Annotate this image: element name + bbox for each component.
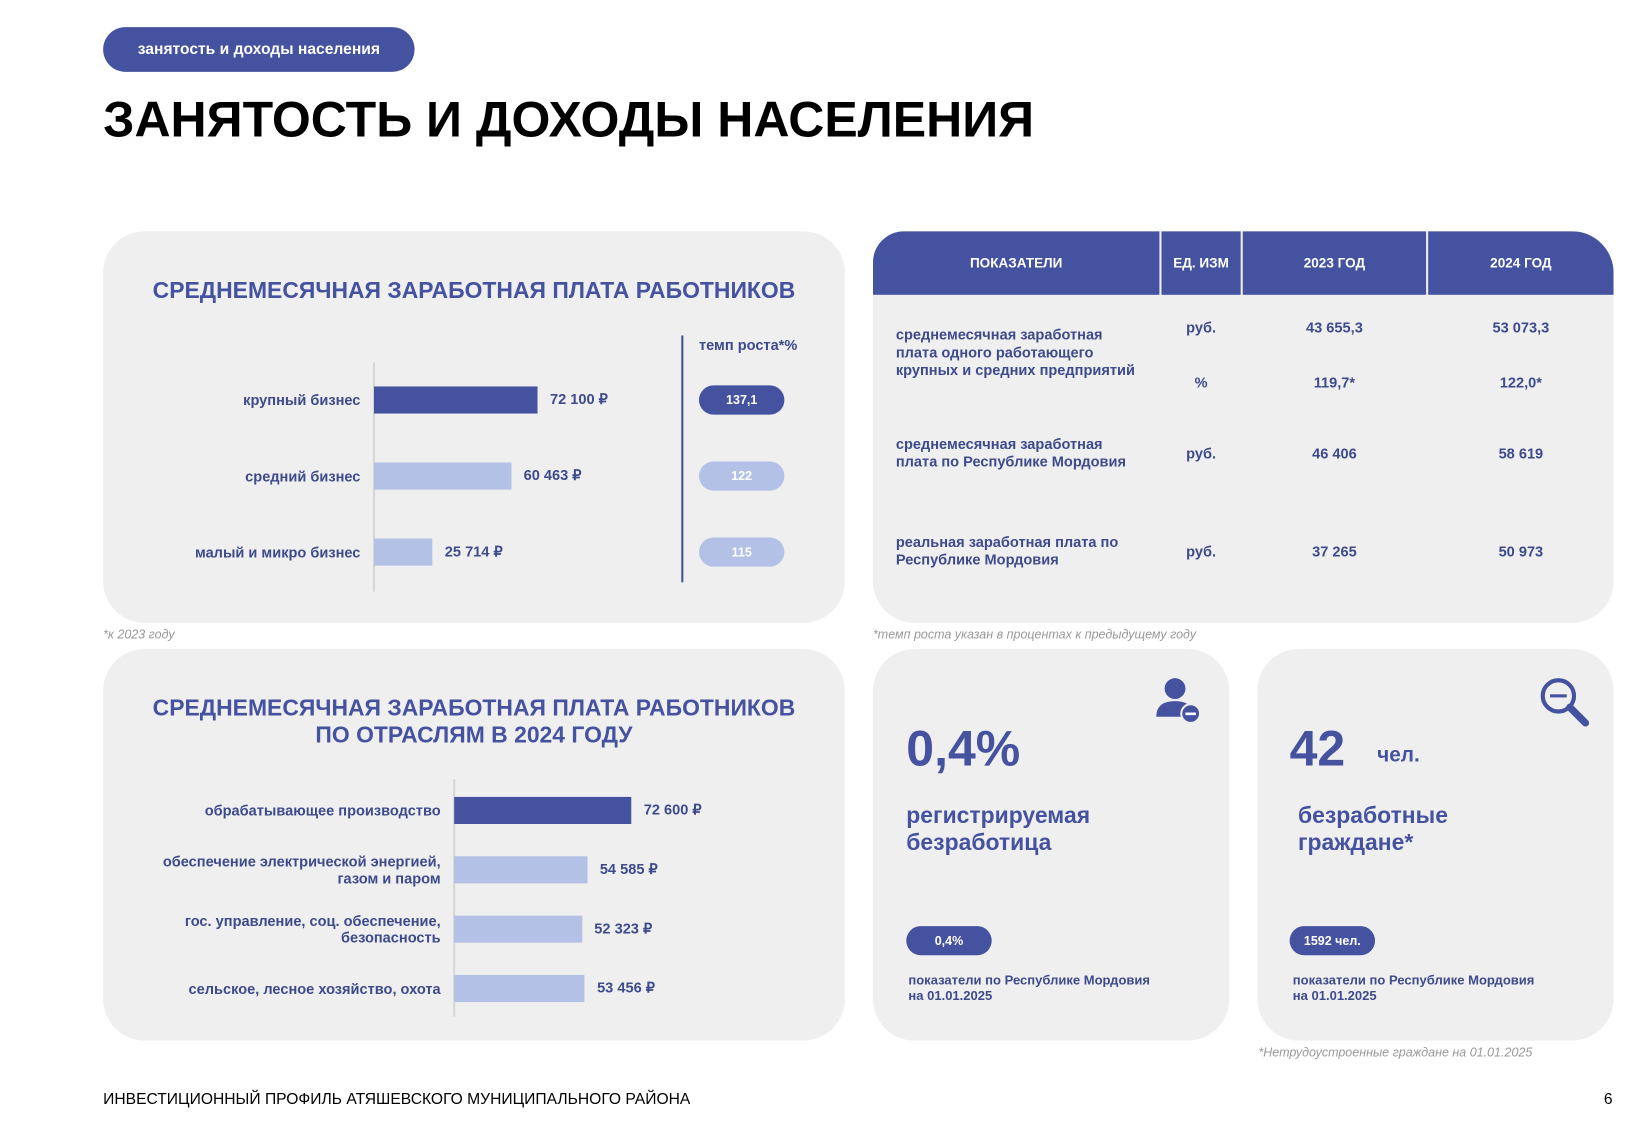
row-label: реальная заработная плата по Республике … xyxy=(872,500,1160,603)
search-icon xyxy=(1540,678,1590,727)
table-cell: 122,0* xyxy=(1428,357,1614,407)
bar xyxy=(454,856,588,884)
table-cell: 53 073,3 xyxy=(1428,298,1614,356)
table-cell: 37 265 xyxy=(1242,500,1427,603)
table-cell: 119,7* xyxy=(1242,357,1427,407)
category-label: сельское, лесное хозяйство, охота xyxy=(188,980,441,997)
row-label: среднемесячная заработная плата одного р… xyxy=(872,298,1160,407)
kpi-label: регистрируемая безработица xyxy=(906,802,1091,856)
value-label: 60 463 ₽ xyxy=(523,466,582,484)
bar xyxy=(454,975,585,1003)
bar xyxy=(373,386,538,414)
table-cell: % xyxy=(1161,357,1241,407)
kpi-value: 0,4% xyxy=(906,721,1021,778)
category-label: средний бизнес xyxy=(245,467,361,485)
badge: 1592 чел. xyxy=(1289,926,1376,956)
table-cell: 43 655,3 xyxy=(1242,298,1427,356)
axis-line xyxy=(453,779,456,1017)
category-label: крупный бизнес xyxy=(243,391,361,409)
bar xyxy=(373,462,512,490)
table-cell: 50 973 xyxy=(1428,500,1614,603)
footnote: *Нетрудоустроенные граждане на 01.01.202… xyxy=(1258,1044,1533,1060)
table-cell: руб. xyxy=(1161,500,1241,603)
axis-line xyxy=(372,362,376,592)
category-label: обеспечение электрической энергией, газо… xyxy=(162,853,441,887)
chart-title: СРЕДНЕМЕСЯЧНАЯ ЗАРАБОТНАЯ ПЛАТА РАБОТНИК… xyxy=(152,694,796,748)
growth-title: темп роста*% xyxy=(698,336,798,354)
category-label: гос. управление, соц. обеспечение, безоп… xyxy=(184,912,441,946)
table-cell: 46 406 xyxy=(1242,408,1427,498)
badge: 0,4% xyxy=(906,926,992,956)
value-label: 72 100 ₽ xyxy=(550,390,608,408)
card xyxy=(1257,648,1614,1041)
section-tag: занятость и доходы населения xyxy=(103,27,415,72)
growth-pill: 115 xyxy=(698,537,785,567)
page-number: 6 xyxy=(1603,1090,1613,1109)
kpi-value: 42 xyxy=(1289,721,1346,778)
table-cell: руб. xyxy=(1161,408,1241,498)
table-cell: 58 619 xyxy=(1428,408,1614,498)
footnote: *к 2023 году xyxy=(103,627,175,642)
page-title: ЗАНЯТОСТЬ И ДОХОДЫ НАСЕЛЕНИЯ xyxy=(103,92,1035,148)
bar xyxy=(454,915,582,943)
bar xyxy=(373,538,433,566)
header-cell: ЕД. ИЗМ xyxy=(1161,231,1241,295)
value-label: 53 456 ₽ xyxy=(597,979,656,996)
header-cell: 2024 ГОД xyxy=(1428,231,1614,295)
table-cell: руб. xyxy=(1161,298,1241,356)
category-label: обрабатывающее производство xyxy=(204,802,441,819)
kpi-unit: чел. xyxy=(1377,743,1420,767)
growth-pill: 122 xyxy=(698,461,785,491)
note: показатели по Республике Мордовия на 01.… xyxy=(1292,972,1535,1004)
bar xyxy=(454,796,632,824)
footnote: *темп роста указан в процентах к предыду… xyxy=(872,627,1197,642)
footer: ИНВЕСТИЦИОННЫЙ ПРОФИЛЬ АТЯШЕВСКОГО МУНИЦ… xyxy=(103,1090,691,1109)
chart-title: СРЕДНЕМЕСЯЧНАЯ ЗАРАБОТНАЯ ПЛАТА РАБОТНИК… xyxy=(152,277,796,304)
note: показатели по Республике Мордовия на 01.… xyxy=(908,972,1151,1004)
value-label: 25 714 ₽ xyxy=(444,542,503,560)
kpi-label: безработные граждане* xyxy=(1297,802,1448,856)
value-label: 72 600 ₽ xyxy=(643,801,702,818)
header-cell: ПОКАЗАТЕЛИ xyxy=(872,231,1160,295)
category-label: малый и микро бизнес xyxy=(194,543,361,561)
divider xyxy=(681,335,684,583)
person-icon xyxy=(1156,678,1202,724)
header-cell: 2023 ГОД xyxy=(1242,231,1427,295)
growth-pill: 137,1 xyxy=(698,385,785,415)
value-label: 54 585 ₽ xyxy=(599,860,658,878)
table: ПОКАЗАТЕЛИ ЕД. ИЗМ 2023 ГОД 2024 ГОД среднем… xyxy=(872,231,1614,623)
value-label: 52 323 ₽ xyxy=(594,919,653,937)
row-label: среднемесячная заработная плата по Респу… xyxy=(872,408,1160,498)
